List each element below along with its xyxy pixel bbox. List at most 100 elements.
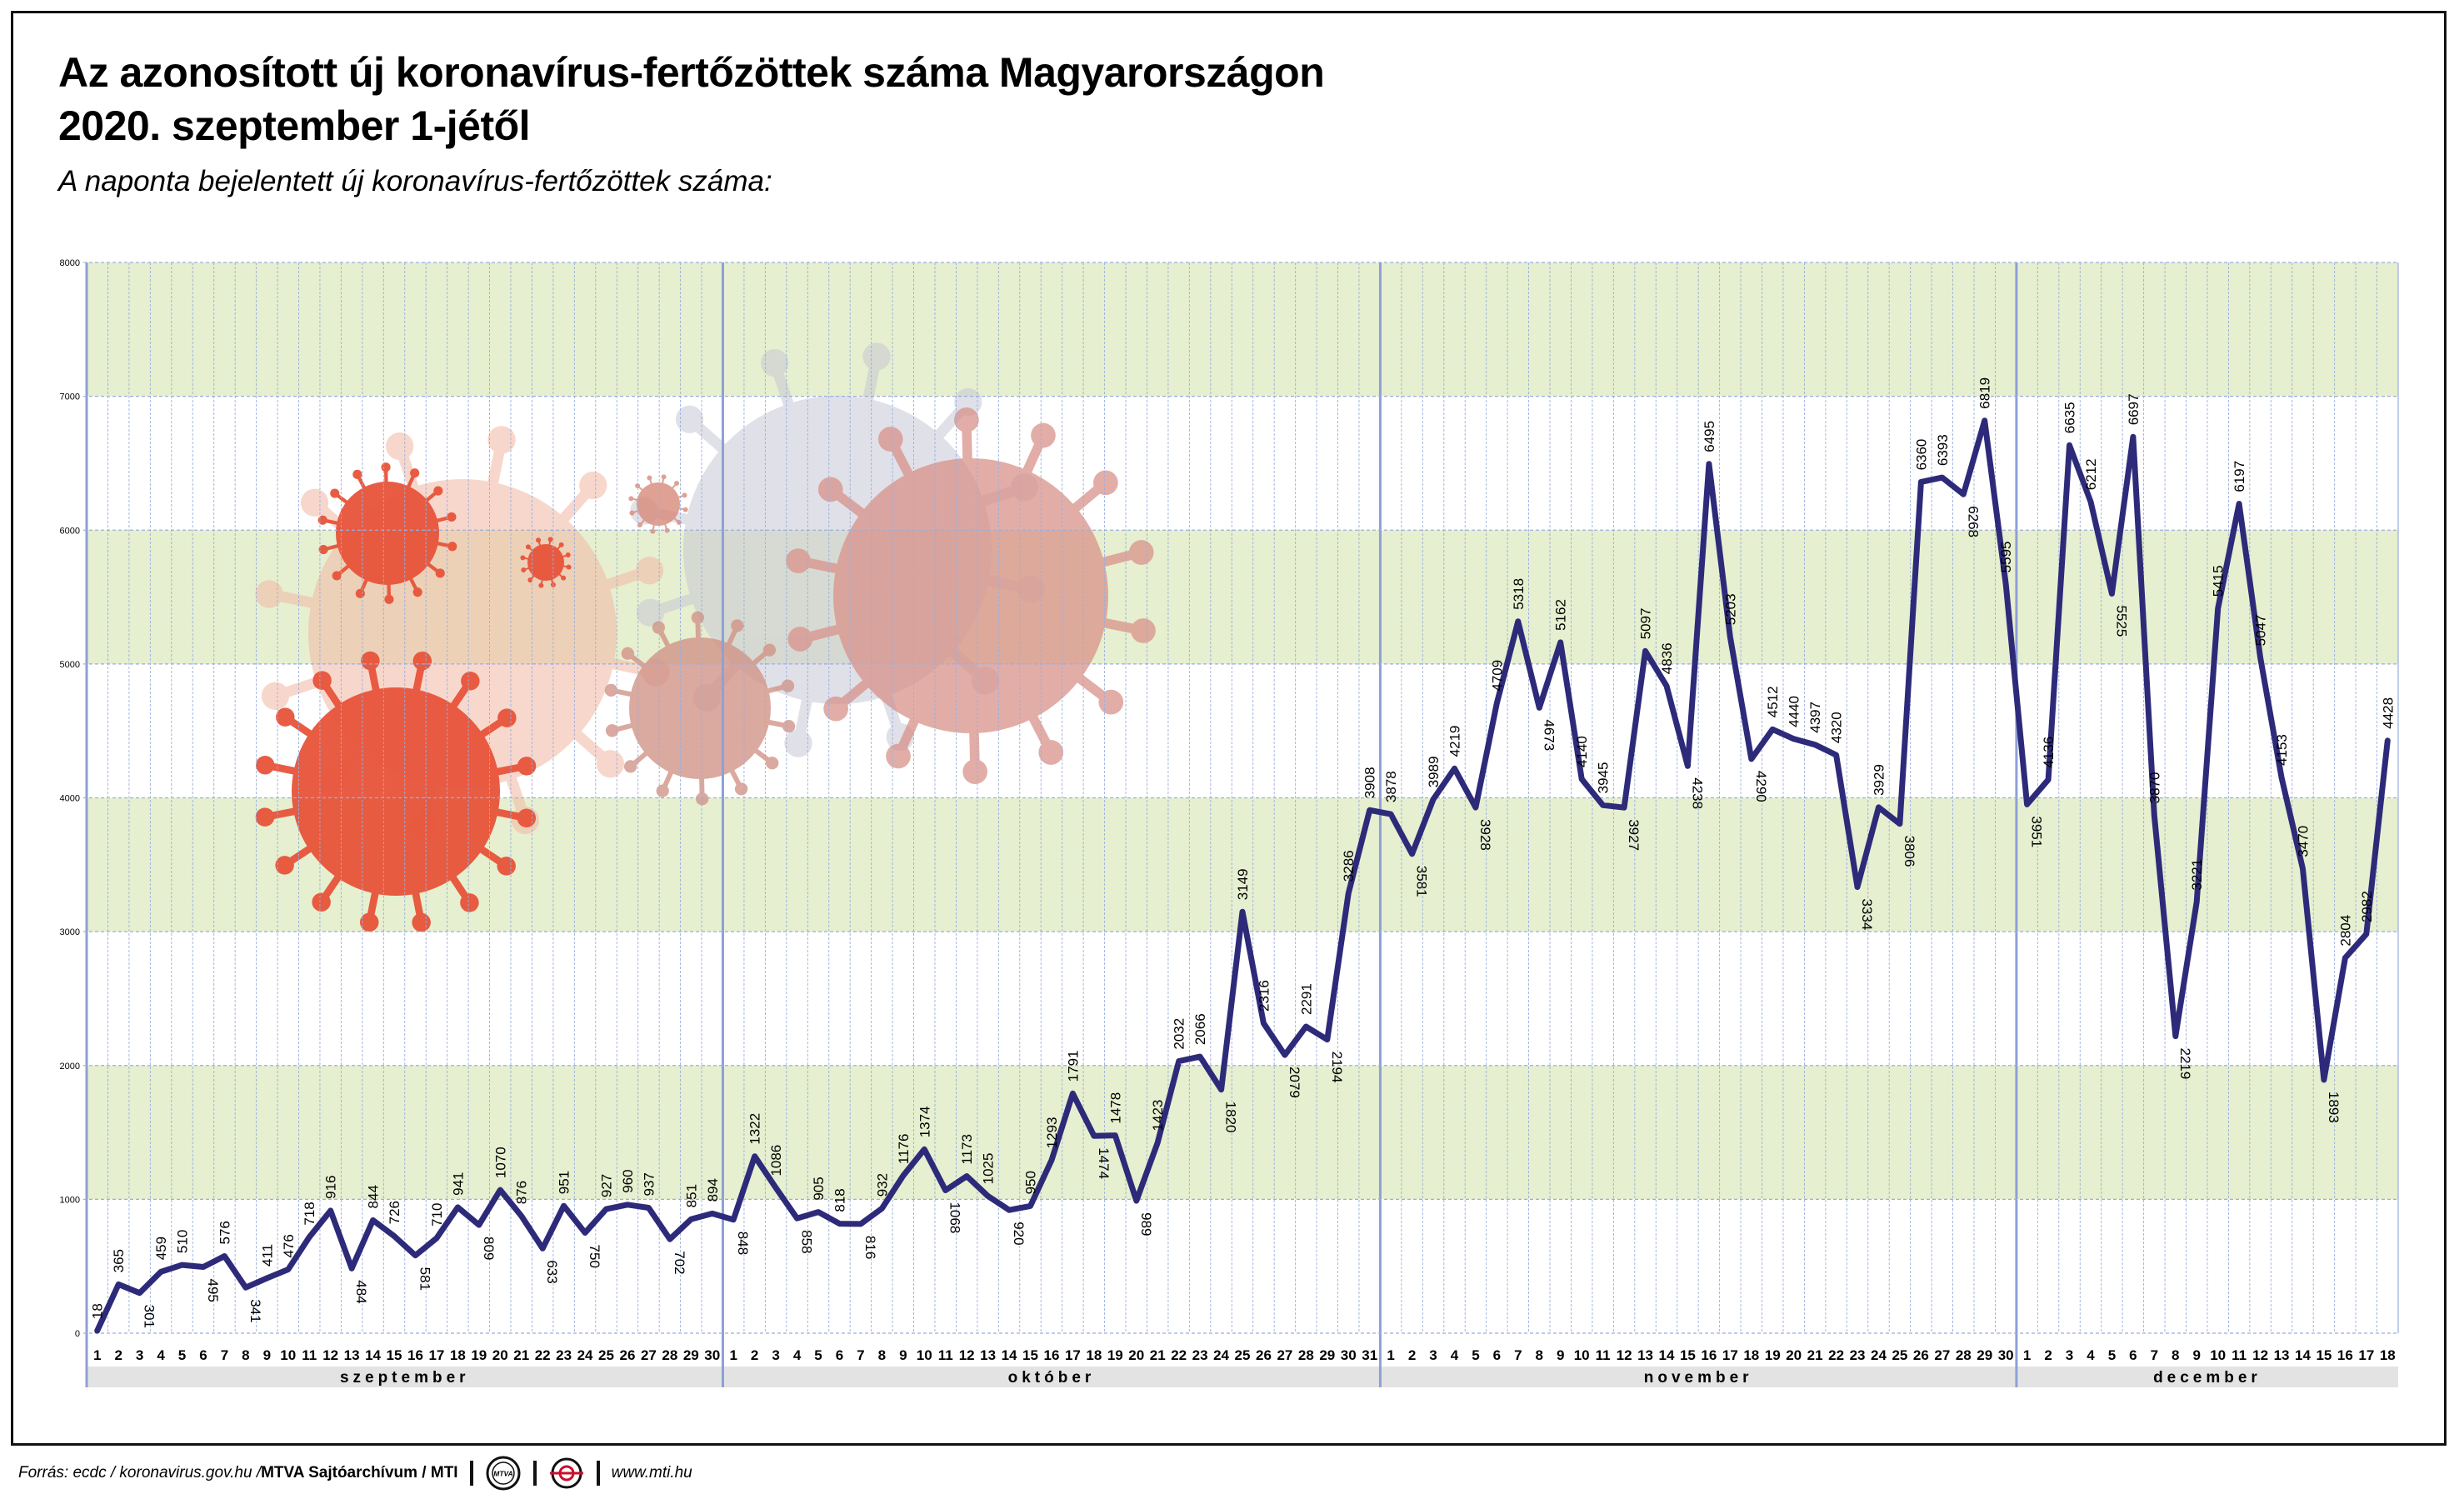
x-tick-label: 19: [1107, 1347, 1123, 1363]
virus-body: [336, 482, 439, 585]
virus-spike-tip: [886, 743, 911, 769]
x-tick-label: 5: [814, 1347, 822, 1363]
x-tick-label: 26: [1256, 1347, 1272, 1363]
x-tick-label: 25: [1235, 1347, 1251, 1363]
virus-spike-tip: [312, 892, 331, 912]
data-label: 750: [587, 1245, 602, 1268]
data-label: 894: [705, 1178, 721, 1202]
data-label: 1478: [1107, 1092, 1123, 1124]
x-tick-label: 26: [620, 1347, 636, 1363]
data-label: 18: [90, 1303, 106, 1319]
virus-spike-tip: [652, 621, 666, 634]
y-tick-label: 3000: [60, 927, 80, 937]
x-tick-label: 11: [938, 1347, 953, 1363]
data-label: 4153: [2274, 734, 2290, 766]
data-label: 6212: [2083, 458, 2099, 490]
x-tick-label: 16: [407, 1347, 423, 1363]
data-label: 1068: [947, 1202, 963, 1233]
x-tick-label: 21: [513, 1347, 529, 1363]
virus-spike-tip: [731, 619, 744, 632]
data-label: 3286: [1341, 850, 1357, 882]
title-line-2: 2020. szeptember 1-jétől: [58, 102, 531, 149]
data-label: 858: [799, 1230, 815, 1253]
data-label: 4397: [1807, 702, 1823, 733]
x-tick-label: 27: [1934, 1347, 1950, 1363]
data-label: 4219: [1447, 725, 1462, 757]
x-tick-label: 12: [959, 1347, 975, 1363]
footer: Forrás: ecdc / koronavirus.gov.hu / MTVA…: [18, 1456, 692, 1491]
virus-spike-tip: [862, 342, 891, 371]
virus-spike-tip: [784, 729, 812, 757]
y-tick-label: 7000: [60, 392, 80, 402]
data-label: 1322: [747, 1113, 763, 1145]
data-label: 1374: [917, 1106, 932, 1137]
virus-spike-tip: [766, 757, 779, 770]
data-label: 2982: [2359, 891, 2375, 922]
x-tick-label: 30: [704, 1347, 720, 1363]
x-tick-label: 20: [1128, 1347, 1144, 1363]
virus-spike-tip: [517, 757, 537, 776]
source-text: Forrás: ecdc / koronavirus.gov.hu /: [18, 1464, 262, 1482]
data-label: 4320: [1829, 712, 1845, 743]
virus-spike-tip: [517, 808, 537, 828]
virus-spike-tip: [276, 707, 295, 727]
virus-pink-small: [628, 474, 688, 534]
data-label: 5318: [1511, 578, 1527, 610]
virus-spike-tip: [762, 643, 777, 657]
data-label: 6197: [2232, 461, 2247, 492]
data-label: 1474: [1096, 1147, 1112, 1179]
separator: [596, 1461, 600, 1486]
x-tick-label: 8: [242, 1347, 249, 1363]
virus-spike-tip: [623, 760, 637, 773]
data-label: 3334: [1859, 898, 1875, 930]
virus-spike-tip: [781, 679, 795, 692]
data-label: 341: [247, 1299, 263, 1322]
virus-spike-tip: [782, 719, 796, 733]
virus-spike-tip: [953, 407, 979, 432]
background-bands: [87, 262, 2398, 1333]
chart-subtitle: A naponta bejelentett új koronavírus-fer…: [58, 165, 772, 197]
data-label: 4136: [2041, 737, 2057, 768]
virus-spike-tip: [1128, 540, 1154, 565]
virus-spike-tip: [497, 708, 517, 727]
x-tick-label: 10: [1574, 1347, 1590, 1363]
data-label: 818: [832, 1188, 847, 1212]
x-tick-label: 16: [2337, 1347, 2353, 1363]
x-tick-label: 28: [1298, 1347, 1314, 1363]
x-tick-label: 31: [1362, 1347, 1377, 1363]
virus-spike-tip: [487, 426, 516, 454]
x-tick-label: 23: [1850, 1347, 1866, 1363]
data-label: 1086: [768, 1145, 784, 1177]
virus-spike-tip: [255, 755, 275, 775]
virus-spike-tip: [565, 552, 571, 558]
x-tick-label: 18: [450, 1347, 466, 1363]
virus-spike-tip: [558, 542, 564, 547]
x-tick-label: 5: [1472, 1347, 1479, 1363]
data-label: 1070: [492, 1147, 508, 1178]
x-tick-label: 6: [836, 1347, 843, 1363]
x-tick-label: 23: [556, 1347, 572, 1363]
virus-spike-tip: [255, 580, 283, 608]
virus-spike-tip: [561, 575, 567, 581]
data-label: 809: [481, 1237, 497, 1260]
virus-spike-tip: [412, 912, 431, 932]
virus-spike-tip: [352, 469, 362, 479]
title-line-1: Az azonosított új koronavírus-fertőzötte…: [58, 49, 1325, 96]
x-tick-label: 30: [1341, 1347, 1357, 1363]
grid-band: [87, 1065, 2398, 1200]
data-label: 2194: [1329, 1052, 1345, 1083]
virus-spike-tip: [786, 548, 811, 573]
horizontal-grid: [83, 262, 2398, 1334]
data-label: 3908: [1362, 767, 1378, 798]
data-label: 1176: [896, 1134, 912, 1165]
data-label: 510: [175, 1230, 191, 1253]
x-tick-label: 15: [1022, 1347, 1038, 1363]
virus-red-large: [255, 651, 537, 932]
x-tick-label: 27: [1277, 1347, 1292, 1363]
x-tick-label: 18: [1086, 1347, 1102, 1363]
virus-spike-tip: [461, 672, 480, 691]
virus-spike-tip: [412, 587, 422, 597]
x-tick-label: 2: [1408, 1347, 1416, 1363]
data-label: 3951: [2029, 816, 2045, 847]
virus-pink-mid: [604, 611, 796, 806]
